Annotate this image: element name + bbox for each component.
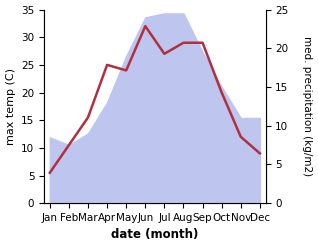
Y-axis label: max temp (C): max temp (C) xyxy=(5,68,16,145)
X-axis label: date (month): date (month) xyxy=(111,228,198,242)
Y-axis label: med. precipitation (kg/m2): med. precipitation (kg/m2) xyxy=(302,36,313,176)
